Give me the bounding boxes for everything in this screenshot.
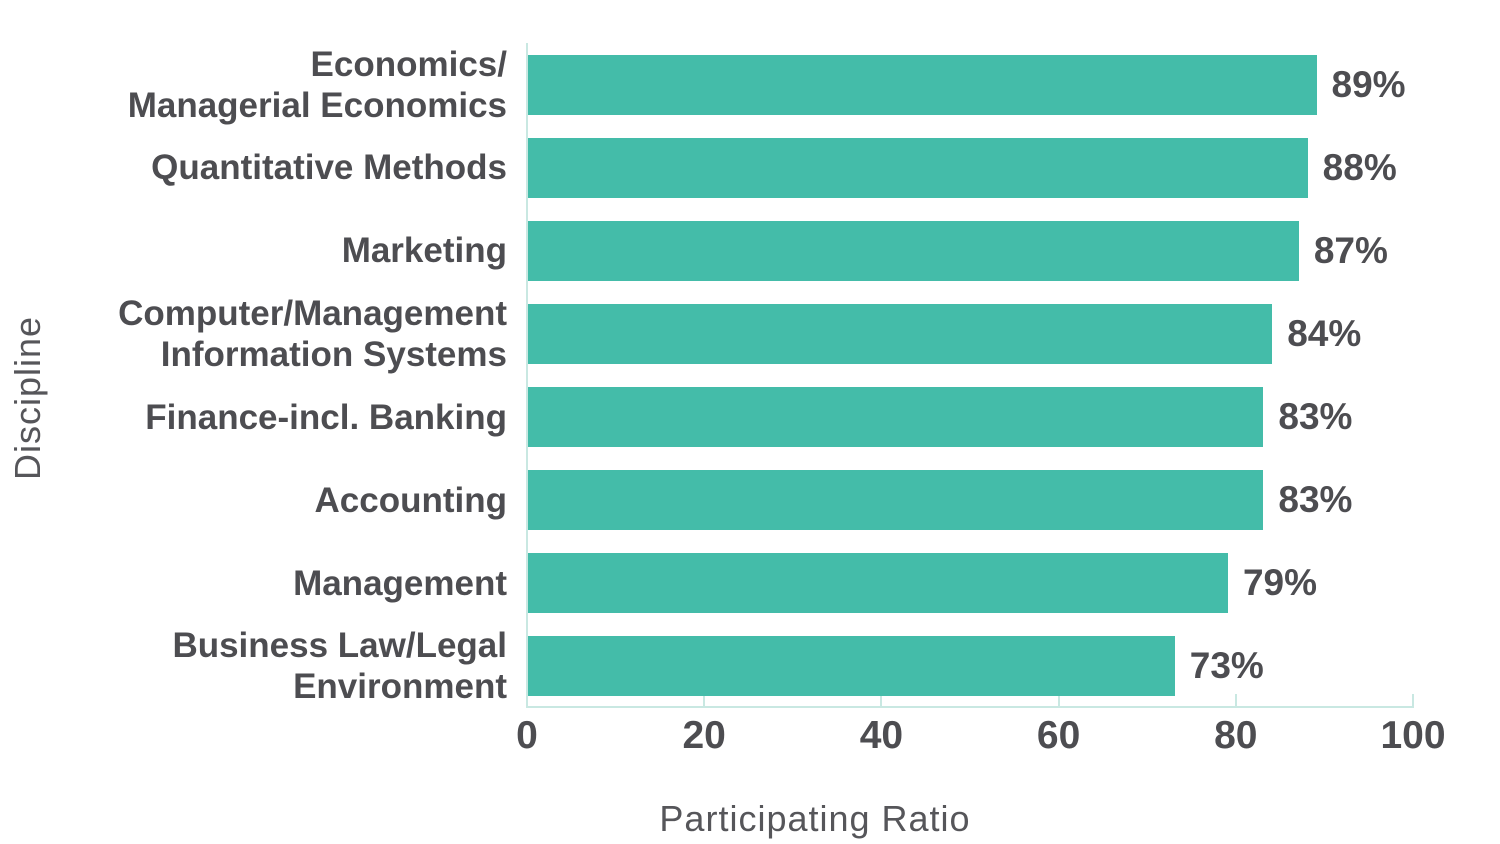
x-tick-mark <box>1057 694 1060 706</box>
category-label: Finance-incl. Banking <box>145 397 507 437</box>
bar <box>528 387 1264 448</box>
table-row: Quantitative Methods 88% <box>0 126 1500 209</box>
table-row: Accounting 83% <box>0 459 1500 542</box>
table-row: Marketing 87% <box>0 209 1500 292</box>
category-label: Quantitative Methods <box>151 148 507 188</box>
bar <box>528 636 1175 697</box>
x-axis-title: Participating Ratio <box>659 798 971 839</box>
bar-value-label: 87% <box>1313 229 1388 271</box>
bar <box>528 303 1273 364</box>
table-row: Management 79% <box>0 542 1500 625</box>
x-tick-label: 20 <box>682 714 726 757</box>
category-label: Computer/Management Information Systems <box>118 293 507 374</box>
x-tick-mark <box>703 694 706 706</box>
bar-value-label: 79% <box>1242 562 1317 604</box>
bar-value-label: 88% <box>1322 146 1397 188</box>
x-tick-mark <box>1234 694 1237 706</box>
table-row: Computer/Management Information Systems 8… <box>0 292 1500 375</box>
bar-value-label: 83% <box>1278 396 1353 438</box>
category-label: Accounting <box>314 480 507 520</box>
table-row: Economics/ Managerial Economics 89% <box>0 43 1500 126</box>
bar <box>528 54 1317 115</box>
y-axis-line <box>526 43 528 708</box>
x-tick-mark <box>880 694 883 706</box>
category-label: Marketing <box>341 231 507 271</box>
category-label: Management <box>293 563 507 603</box>
category-label: Economics/ Managerial Economics <box>127 44 507 125</box>
x-tick-label: 40 <box>859 714 904 757</box>
x-tick-label: 100 <box>1380 714 1446 757</box>
x-tick-mark <box>1412 694 1414 706</box>
bar-value-label: 89% <box>1331 63 1406 105</box>
table-row: Finance-incl. Banking 83% <box>0 376 1500 459</box>
bar <box>528 137 1308 198</box>
category-label: Business Law/Legal Environment <box>172 626 507 707</box>
x-tick-label: 80 <box>1214 714 1258 757</box>
bar <box>528 220 1299 281</box>
bar <box>528 553 1228 614</box>
x-tick-label: 60 <box>1036 714 1081 757</box>
bar-value-label: 73% <box>1189 645 1264 687</box>
bar-value-label: 83% <box>1278 479 1353 521</box>
bar-value-label: 84% <box>1287 312 1362 354</box>
x-tick-label: 0 <box>516 714 538 757</box>
table-row: Business Law/Legal Environment 73% <box>0 625 1500 708</box>
x-axis-line <box>526 706 1414 708</box>
bar <box>528 470 1264 531</box>
